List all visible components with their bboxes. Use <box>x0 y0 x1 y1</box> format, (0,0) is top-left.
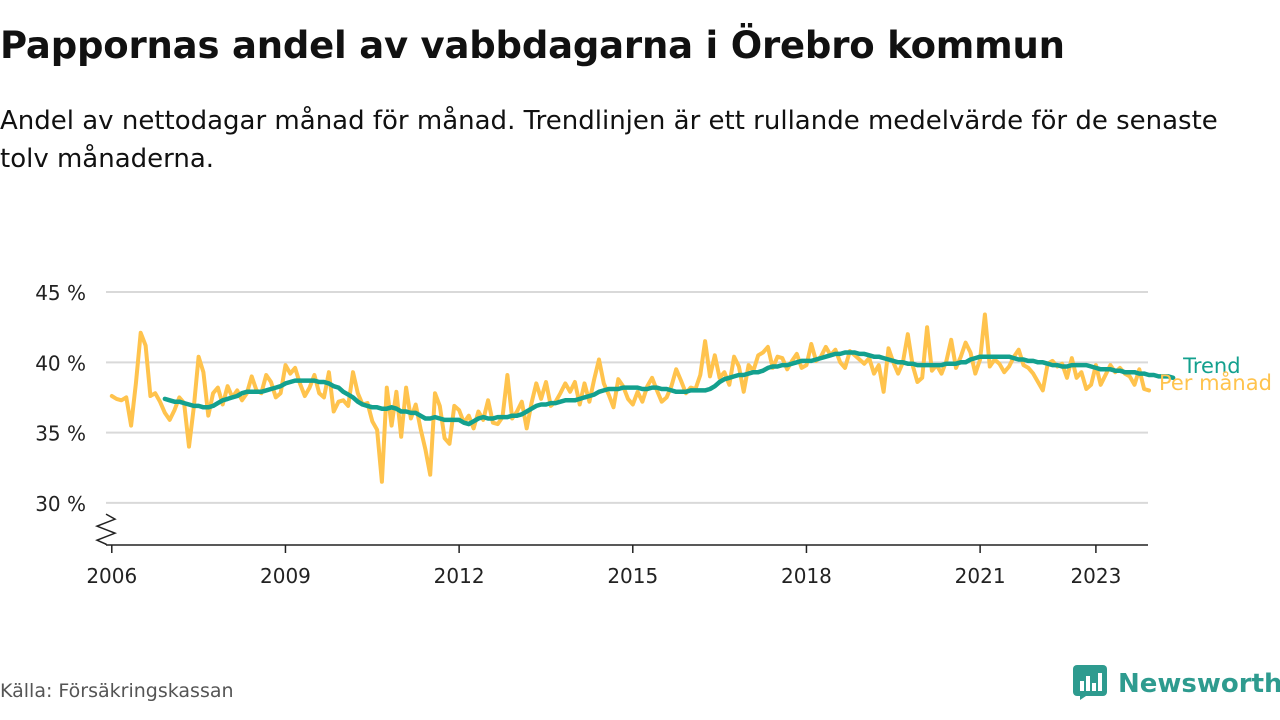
x-tick-label: 2015 <box>607 564 658 588</box>
y-tick-label: 40 % <box>35 351 86 375</box>
x-tick-label: 2018 <box>781 564 832 588</box>
x-tick-label: 2009 <box>260 564 311 588</box>
series-label: Trend <box>1182 354 1240 378</box>
y-tick-label: 45 % <box>35 281 86 305</box>
brand-name: Newsworthy <box>1118 669 1280 699</box>
series-line <box>109 312 1151 484</box>
source-note: Källa: Försäkringskassan <box>0 680 234 702</box>
series-line <box>162 350 1176 427</box>
x-tick-label: 2012 <box>434 564 485 588</box>
bar-chart-logo-icon <box>1072 664 1108 704</box>
x-tick-label: 2006 <box>86 564 137 588</box>
chart-subtitle: Andel av nettodagar månad för månad. Tre… <box>0 106 1218 174</box>
y-tick-label: 30 % <box>35 492 86 516</box>
x-tick-label: 2023 <box>1070 564 1121 588</box>
axis-break-icon <box>94 513 118 545</box>
chart-title: Pappornas andel av vabbdagarna i Örebro … <box>0 24 1065 67</box>
series-label: Per månad <box>1159 370 1272 395</box>
x-tick-label: 2021 <box>955 564 1006 588</box>
y-tick-label: 35 % <box>35 422 86 446</box>
brand-logo[interactable]: Newsworthy <box>1072 664 1280 704</box>
